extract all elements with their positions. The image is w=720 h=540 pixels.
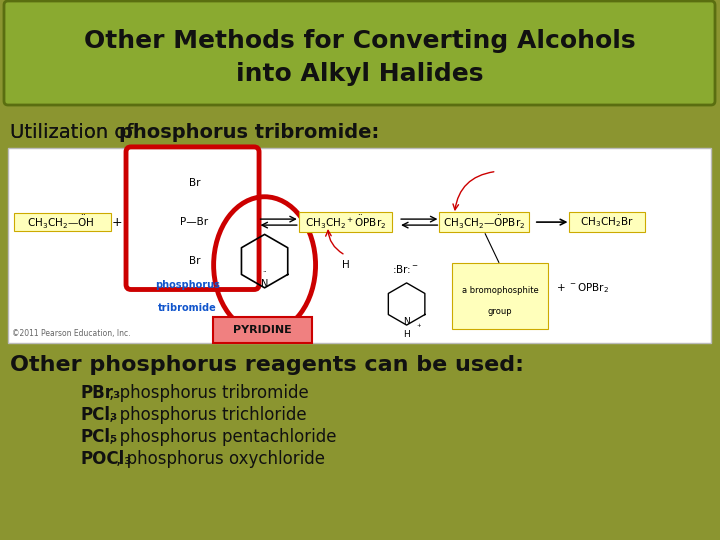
Text: PYRIDINE: PYRIDINE xyxy=(233,325,292,335)
Text: , phosphorus pentachloride: , phosphorus pentachloride xyxy=(109,428,336,446)
Text: tribromide: tribromide xyxy=(158,303,217,313)
Text: + $^-$OPBr$_2$: + $^-$OPBr$_2$ xyxy=(556,281,609,295)
FancyBboxPatch shape xyxy=(14,213,111,231)
FancyBboxPatch shape xyxy=(570,212,645,232)
Text: Utilization of: Utilization of xyxy=(10,123,140,141)
FancyBboxPatch shape xyxy=(299,212,392,232)
Text: PBr₃: PBr₃ xyxy=(80,384,120,402)
Text: a bromophosphite: a bromophosphite xyxy=(462,286,539,295)
Text: ··: ·· xyxy=(262,269,267,275)
FancyBboxPatch shape xyxy=(452,263,548,329)
Text: Br: Br xyxy=(189,178,200,188)
Text: phosphorus: phosphorus xyxy=(155,280,220,289)
Text: , phosphorus oxychloride: , phosphorus oxychloride xyxy=(116,450,325,468)
Text: Other phosphorus reagents can be used:: Other phosphorus reagents can be used: xyxy=(10,355,524,375)
Text: H: H xyxy=(403,330,410,339)
Text: PCl₃: PCl₃ xyxy=(80,406,117,424)
Text: CH$_3$CH$_2$Br: CH$_3$CH$_2$Br xyxy=(580,215,634,229)
FancyBboxPatch shape xyxy=(213,316,312,343)
Bar xyxy=(8,148,711,343)
Text: :Br:$^-$: :Br:$^-$ xyxy=(392,263,419,275)
FancyBboxPatch shape xyxy=(4,1,715,105)
Text: P—Br: P—Br xyxy=(180,217,208,227)
Text: N: N xyxy=(403,318,410,326)
Text: CH$_3$CH$_2$—$\ddot{\rm O}$H: CH$_3$CH$_2$—$\ddot{\rm O}$H xyxy=(27,214,94,231)
Text: Br: Br xyxy=(189,256,200,266)
Text: CH$_3$CH$_2$$^+\ddot{\rm O}$PBr$_2$: CH$_3$CH$_2$$^+\ddot{\rm O}$PBr$_2$ xyxy=(305,214,386,231)
Text: into Alkyl Halides: into Alkyl Halides xyxy=(235,62,483,86)
FancyBboxPatch shape xyxy=(439,212,529,232)
Text: CH$_3$CH$_2$—$\ddot{\rm O}$PBr$_2$: CH$_3$CH$_2$—$\ddot{\rm O}$PBr$_2$ xyxy=(443,214,525,231)
Text: Other Methods for Converting Alcohols: Other Methods for Converting Alcohols xyxy=(84,30,635,53)
Text: POCl₃: POCl₃ xyxy=(80,450,132,468)
Text: PCl₅: PCl₅ xyxy=(80,428,117,446)
Text: +: + xyxy=(112,215,122,228)
Text: H: H xyxy=(341,260,349,270)
Text: group: group xyxy=(487,307,513,316)
Text: Utilization of: Utilization of xyxy=(10,123,140,141)
Text: N: N xyxy=(261,279,269,289)
Text: $^+$: $^+$ xyxy=(415,323,422,332)
Text: ©2011 Pearson Education, Inc.: ©2011 Pearson Education, Inc. xyxy=(12,329,130,338)
Text: , phosphorus trichloride: , phosphorus trichloride xyxy=(109,406,307,424)
Text: phosphorus tribromide:: phosphorus tribromide: xyxy=(120,123,379,141)
Text: , phosphorus tribromide: , phosphorus tribromide xyxy=(109,384,309,402)
Text: Utilization of phosphorus tribromide:: Utilization of phosphorus tribromide: xyxy=(0,539,1,540)
